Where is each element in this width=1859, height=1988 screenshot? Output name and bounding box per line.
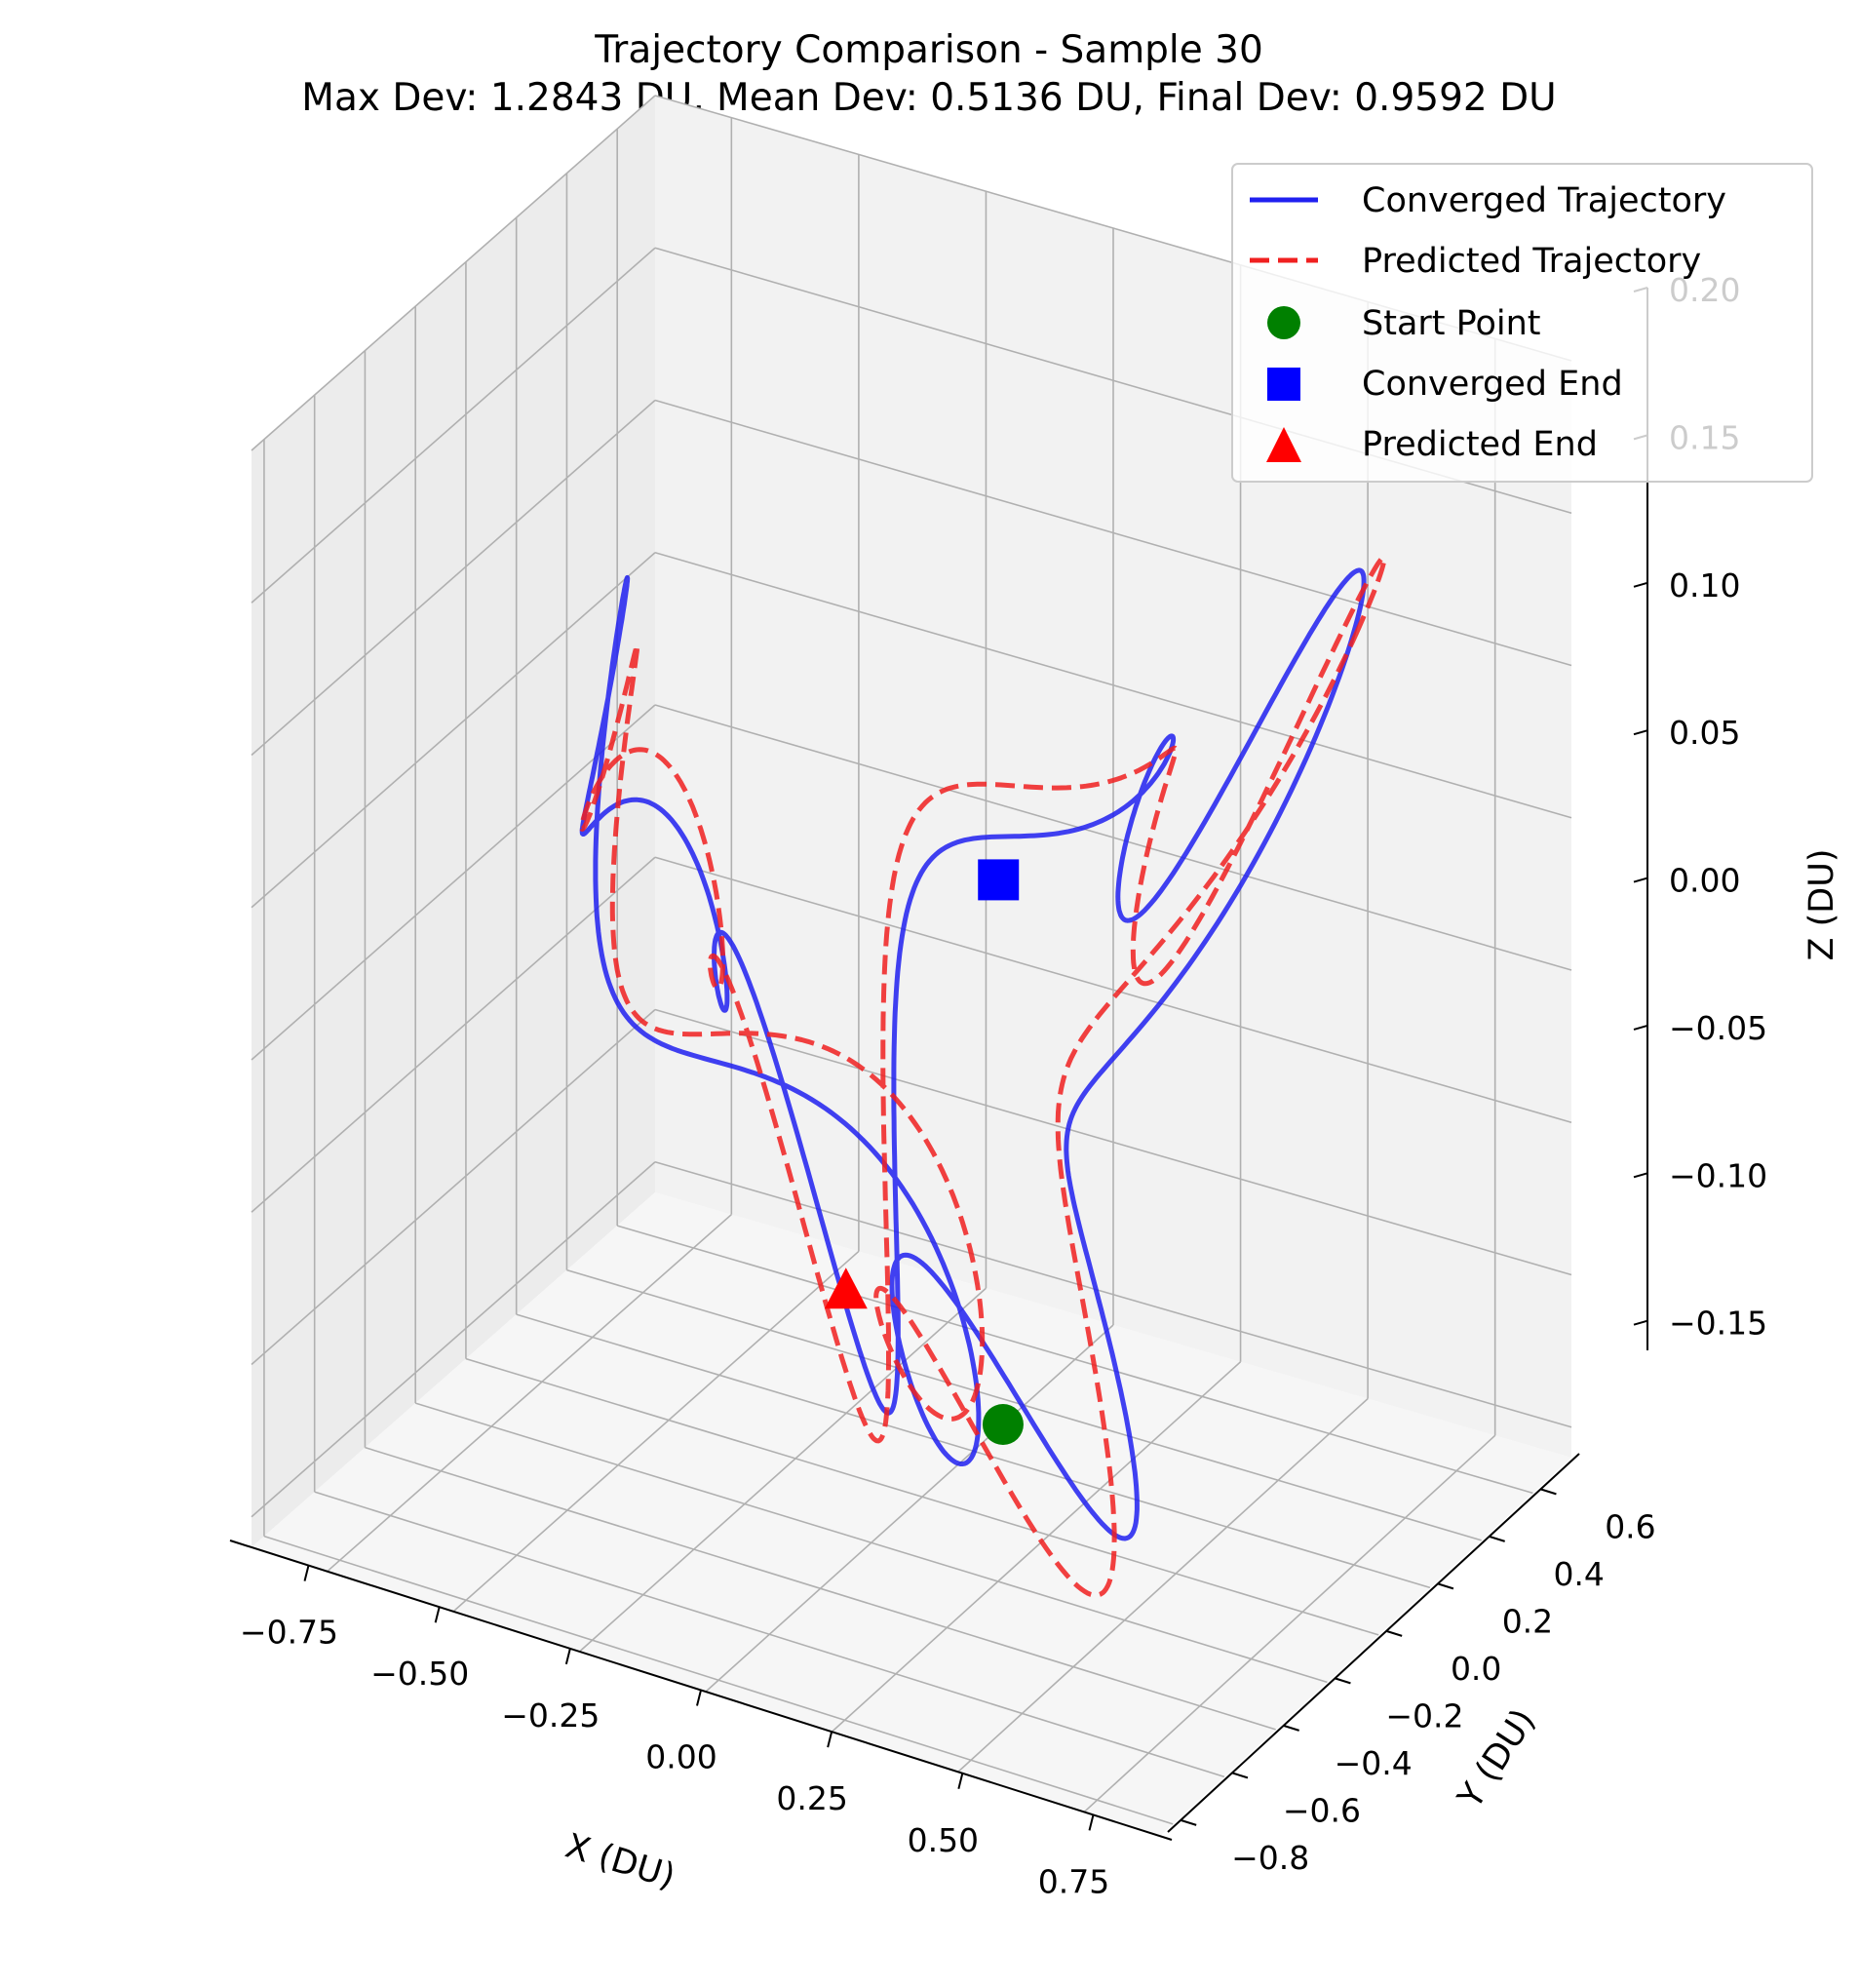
point-markers [824,859,1024,1446]
converged-end-marker [978,859,1020,901]
z-tick-mark [1633,1172,1648,1179]
legend-marker-start [1267,306,1300,339]
grid-z-sidewall [251,704,656,1061]
z-tick-mark [1633,581,1648,588]
y-axis-line [1167,1453,1580,1833]
y-tick-label: −0.6 [1283,1791,1361,1829]
legend-frame [1231,163,1813,483]
legend-label-start: Start Point [1362,304,1541,343]
z-tick-mark [1633,1319,1648,1326]
grid-z-sidewall [251,1008,656,1366]
y-tick-label: 0.2 [1502,1602,1553,1640]
grid-z-sidewall [251,247,656,604]
z-tick-label: 0.00 [1669,862,1740,900]
grid-z-sidewall [251,95,656,451]
y-tick-label: 0.6 [1605,1507,1655,1545]
grid-z-backwall [654,704,1572,971]
y-tick-mark [1283,1724,1299,1732]
grid-x-floor [579,1287,987,1653]
y-tick-label: 0.0 [1451,1650,1501,1688]
x-tick-mark [564,1648,571,1665]
grid-z-backwall [654,1008,1572,1276]
y-tick-mark [1231,1772,1249,1779]
y-tick-label: −0.8 [1231,1839,1309,1877]
predicted-end-marker [824,1267,868,1309]
z-tick-label: −0.10 [1669,1156,1767,1194]
grid-x-floor [327,1214,732,1573]
chart-subtitle: Max Dev: 1.2843 DU, Mean Dev: 0.5136 DU,… [301,76,1556,120]
converged-trajectory-line [579,567,1367,1541]
grid-z-backwall [654,399,1572,667]
grid-x-floor [957,1397,1369,1773]
y-tick-mark [1540,1488,1557,1496]
legend-label-predicted: Predicted Trajectory [1362,242,1701,281]
z-tick-mark [1633,1024,1648,1031]
grid-z-backwall [654,856,1572,1124]
x-tick-mark [827,1731,833,1748]
x-tick-label: 0.25 [776,1779,847,1817]
y-tick-mark [1489,1535,1505,1542]
series-lines [579,555,1387,1598]
x-tick-label: 0.00 [645,1738,716,1776]
y-tick-mark [1437,1582,1454,1590]
grid-z-sidewall [251,399,656,757]
grid-y-floor [314,1491,1225,1778]
y-tick-label: −0.4 [1335,1744,1413,1782]
x-tick-mark [303,1565,310,1581]
x-tick-label: −0.75 [240,1614,338,1652]
grid-x-floor [452,1250,860,1613]
grid-y-floor [263,1535,1174,1825]
legend-marker-converged-end [1267,368,1300,401]
legend-label-converged-end: Converged End [1362,365,1623,404]
grid-x-floor [705,1324,1114,1693]
y-tick-label: 0.4 [1553,1555,1604,1593]
y-tick-mark [1385,1629,1403,1637]
y-tick-mark [1180,1818,1197,1826]
x-tick-label: 0.50 [908,1821,979,1859]
legend-marker-predicted-end [1266,427,1301,462]
grid-y-floor [414,1402,1328,1684]
y-tick-mark [1335,1677,1351,1685]
grid-z-backwall [654,1160,1572,1428]
x-tick-label: −0.25 [501,1696,600,1735]
x-tick-mark [434,1606,441,1623]
chart-title: Trajectory Comparison - Sample 30 [594,28,1263,72]
grid-lines [251,95,1572,1825]
grid-y-floor [465,1357,1379,1636]
legend-label-converged: Converged Trajectory [1362,181,1726,220]
grid-x-floor [831,1361,1242,1733]
z-tick-label: 0.05 [1669,714,1740,752]
y-tick-label: −0.2 [1385,1696,1463,1735]
x-tick-mark [957,1773,964,1790]
legend: Converged Trajectory Predicted Trajector… [1231,163,1813,483]
grid-z-sidewall [251,856,656,1213]
grid-z-sidewall [251,552,656,909]
grid-y-floor [365,1446,1276,1731]
grid-z-backwall [654,551,1572,819]
grid-x-floor [1083,1434,1496,1813]
legend-label-predicted-end: Predicted End [1362,425,1598,464]
x-tick-label: −0.50 [370,1655,469,1693]
z-tick-mark [1633,729,1648,736]
x-tick-mark [1088,1814,1095,1831]
z-tick-label: 0.10 [1669,566,1740,604]
predicted-trajectory-line [579,555,1387,1598]
pane-xy-floor [252,1192,1571,1836]
z-tick-mark [1633,877,1648,883]
z-tick-label: −0.05 [1669,1009,1767,1047]
z-tick-label: −0.15 [1669,1305,1767,1343]
start-point-marker [982,1404,1024,1446]
z-axis-label: Z (DU) [1802,849,1841,961]
grid-z-sidewall [251,1161,656,1518]
x-tick-label: 0.75 [1038,1862,1109,1900]
pane-yz-back [252,96,655,1547]
x-tick-mark [696,1690,702,1706]
grid-y-floor [616,1225,1533,1495]
